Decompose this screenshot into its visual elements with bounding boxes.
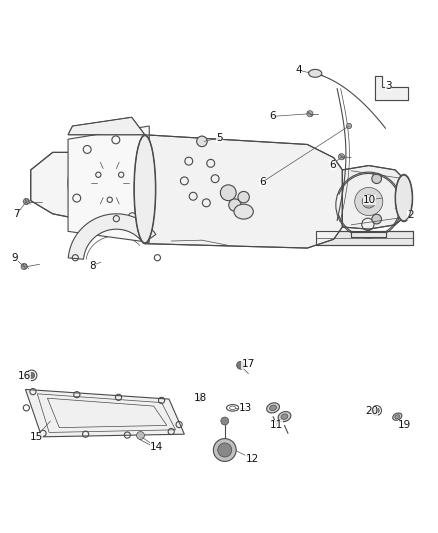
Text: 2: 2: [406, 209, 413, 220]
Ellipse shape: [277, 411, 290, 422]
Text: 17: 17: [241, 359, 254, 369]
Text: 6: 6: [269, 111, 276, 122]
Circle shape: [220, 185, 236, 200]
Circle shape: [236, 361, 244, 369]
Circle shape: [220, 417, 228, 425]
Ellipse shape: [392, 413, 401, 420]
Polygon shape: [68, 117, 145, 135]
Ellipse shape: [134, 135, 155, 244]
Text: 18: 18: [194, 393, 207, 403]
Circle shape: [23, 198, 29, 205]
Circle shape: [197, 397, 202, 402]
Polygon shape: [31, 152, 79, 219]
Text: 13: 13: [239, 403, 252, 413]
Text: 19: 19: [397, 421, 410, 431]
Circle shape: [373, 408, 378, 413]
Circle shape: [354, 188, 382, 215]
Circle shape: [196, 136, 207, 147]
Ellipse shape: [280, 414, 287, 419]
Polygon shape: [350, 232, 385, 237]
Circle shape: [371, 174, 381, 183]
Circle shape: [380, 232, 384, 237]
Text: 10: 10: [362, 195, 375, 205]
Ellipse shape: [269, 405, 276, 410]
Circle shape: [306, 111, 312, 117]
Text: 8: 8: [88, 261, 95, 271]
Text: 5: 5: [215, 133, 223, 143]
Circle shape: [28, 372, 35, 378]
Ellipse shape: [266, 403, 279, 413]
Circle shape: [237, 191, 249, 203]
Text: 7: 7: [13, 209, 20, 219]
Circle shape: [352, 232, 356, 237]
Circle shape: [228, 199, 240, 211]
Circle shape: [382, 93, 387, 99]
Polygon shape: [25, 390, 184, 437]
Polygon shape: [145, 135, 342, 248]
Text: 12: 12: [245, 454, 258, 464]
Circle shape: [21, 263, 27, 270]
Polygon shape: [342, 166, 403, 229]
Text: 14: 14: [150, 442, 163, 453]
Polygon shape: [374, 76, 407, 100]
Ellipse shape: [394, 415, 399, 418]
Circle shape: [338, 154, 344, 160]
Polygon shape: [68, 126, 149, 243]
Circle shape: [371, 214, 381, 224]
Text: 9: 9: [11, 253, 18, 263]
Text: 4: 4: [295, 65, 302, 75]
Ellipse shape: [308, 69, 321, 77]
Polygon shape: [68, 214, 155, 259]
Circle shape: [213, 439, 236, 462]
Text: 11: 11: [269, 421, 283, 431]
Circle shape: [361, 195, 374, 208]
Text: 20: 20: [364, 406, 378, 416]
Ellipse shape: [233, 204, 253, 219]
Text: 6: 6: [328, 160, 335, 169]
Polygon shape: [315, 231, 412, 245]
Text: 15: 15: [29, 432, 42, 442]
Circle shape: [346, 123, 351, 128]
Circle shape: [136, 432, 144, 440]
Text: 6: 6: [258, 177, 265, 187]
Circle shape: [396, 93, 401, 99]
Text: 3: 3: [384, 80, 391, 91]
Circle shape: [217, 443, 231, 457]
Ellipse shape: [394, 174, 412, 222]
Text: 16: 16: [18, 372, 31, 381]
